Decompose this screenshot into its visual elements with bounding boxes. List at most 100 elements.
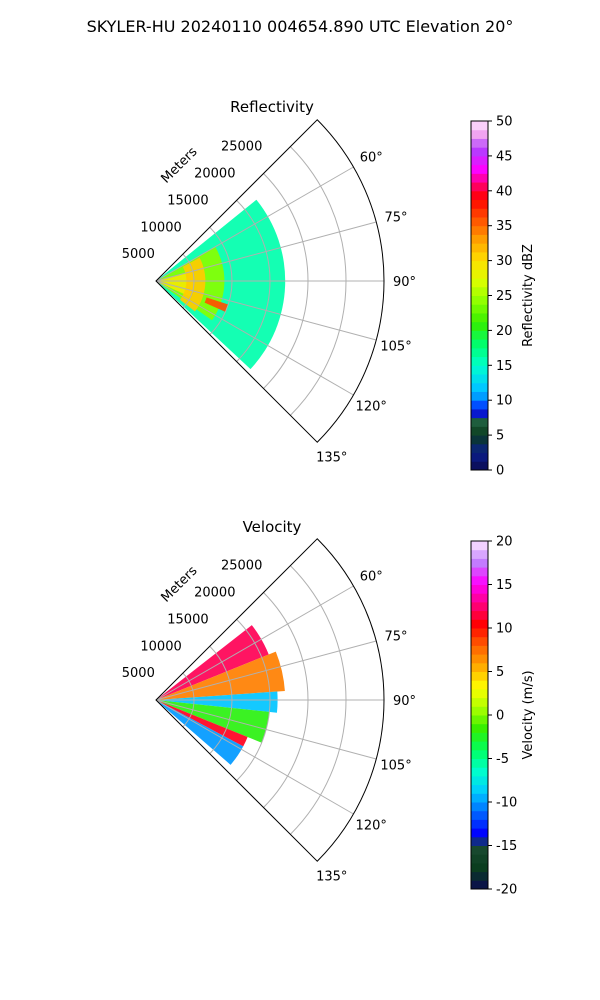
colorbar-segment (471, 182, 488, 192)
colorbar-segment (471, 636, 488, 646)
azimuth-tick-label: 90° (393, 694, 416, 709)
data-region-6 (156, 700, 244, 765)
colorbar-tick-label: 25 (496, 289, 513, 304)
colorbar-segment (471, 880, 488, 890)
azimuth-tick-label: 120° (356, 818, 387, 833)
colorbar-segment (471, 374, 488, 384)
colorbar-segment (471, 400, 488, 410)
colorbar-tick-label: 45 (496, 149, 513, 164)
data-region-5 (156, 700, 248, 747)
colorbar-segment (471, 836, 488, 846)
colorbar-segment (471, 854, 488, 864)
colorbar-segment (471, 541, 488, 551)
azimuth-tick-label: 120° (356, 399, 387, 414)
panels: Reflectivity500010000150002000025000Mete… (122, 98, 536, 898)
colorbar-segment (471, 723, 488, 733)
colorbar-segment (471, 129, 488, 139)
colorbar-segment (471, 251, 488, 262)
azimuth-gridline (155, 640, 377, 701)
radial-tick-label: 15000 (167, 612, 208, 627)
colorbar-tick-label: 20 (496, 324, 513, 339)
colorbar-tick-label: 10 (496, 622, 513, 637)
colorbar-segment (471, 567, 488, 577)
colorbar-segment (471, 155, 488, 166)
colorbar-segment (471, 793, 488, 803)
panel-title: Reflectivity (230, 98, 314, 116)
colorbar-segment (471, 164, 488, 174)
colorbar-segment (471, 269, 488, 279)
colorbar-segment (471, 208, 488, 218)
colorbar-segment (471, 871, 488, 881)
data-region-2 (156, 651, 285, 700)
colorbar-segment (471, 312, 488, 323)
colorbar-segment (471, 190, 488, 201)
polar-frame (155, 119, 385, 443)
colorbar-segment (471, 558, 488, 568)
colorbar-label: Velocity (m/s) (521, 670, 536, 759)
panel-reflectivity: Reflectivity500010000150002000025000Mete… (122, 98, 536, 479)
azimuth-tick-label: 75° (385, 211, 408, 226)
colorbar-segment (471, 121, 488, 131)
colorbar-tick-label: 15 (496, 578, 513, 593)
colorbar-tick-label: 35 (496, 219, 513, 234)
colorbar-tick-label: 5 (496, 429, 504, 444)
azimuth-tick-label: 90° (393, 275, 416, 290)
colorbar-tick-label: -5 (496, 752, 509, 767)
colorbar-segment (471, 321, 488, 331)
radial-tick-label: 25000 (221, 140, 262, 155)
azimuth-gridline (155, 699, 377, 760)
colorbar-segment (471, 645, 488, 655)
colorbar-segment (471, 688, 488, 699)
colorbar-tick-label: 50 (496, 115, 513, 130)
colorbar-segment (471, 810, 488, 820)
azimuth-tick-label: 135° (316, 451, 347, 466)
panel-title: Velocity (243, 518, 302, 536)
colorbar-segment (471, 732, 488, 742)
colorbar-segment (471, 173, 488, 183)
colorbar-segment (471, 862, 488, 873)
colorbar-segment (471, 601, 488, 612)
azimuth-gridline (155, 280, 354, 396)
azimuth-tick-label: 105° (380, 339, 411, 354)
radial-tick-label: 5000 (122, 666, 155, 681)
colorbar-tick-label: 0 (496, 709, 504, 724)
colorbar-segment (471, 775, 488, 786)
colorbar-segment (471, 610, 488, 620)
colorbar-tick-label: -10 (496, 796, 517, 811)
colorbar-tick-label: 0 (496, 464, 504, 479)
colorbar-segment (471, 295, 488, 305)
colorbar-segment (471, 697, 488, 707)
colorbar-segment (471, 758, 488, 768)
colorbar-segment (471, 443, 488, 454)
colorbar-segment (471, 767, 488, 777)
data-region-3 (156, 691, 278, 713)
colorbar-segment (471, 339, 488, 349)
colorbar-segment (471, 784, 488, 794)
colorbar-segment (471, 426, 488, 436)
radial-tick-label: 25000 (221, 559, 262, 574)
colorbar-segment (471, 199, 488, 209)
colorbar-segment (471, 654, 488, 664)
colorbar-segment (471, 243, 488, 253)
colorbar-segment (471, 819, 488, 829)
radial-tick-label: 15000 (167, 193, 208, 208)
colorbar-segment (471, 147, 488, 157)
colorbar-tick-label: 5 (496, 665, 504, 680)
azimuth-tick-label: 135° (316, 870, 347, 885)
azimuth-tick-label: 105° (380, 758, 411, 773)
data-region-1 (156, 625, 269, 700)
colorbar-segment (471, 347, 488, 358)
colorbar-segment (471, 382, 488, 392)
colorbar-segment (471, 575, 488, 585)
colorbar-segment (471, 662, 488, 672)
colorbar-segment (471, 749, 488, 759)
polar-frame (155, 538, 385, 862)
azimuth-tick-label: 75° (385, 630, 408, 645)
colorbar-segment (471, 391, 488, 401)
colorbar-tick-label: 40 (496, 184, 513, 199)
azimuth-gridline (155, 585, 354, 701)
colorbar-segment (471, 216, 488, 227)
colorbar-segment (471, 461, 488, 471)
